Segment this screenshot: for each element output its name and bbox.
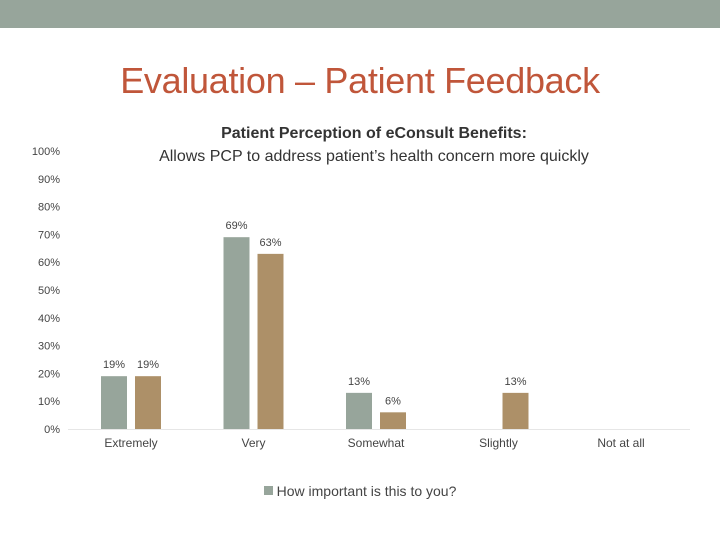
y-tick-label: 50% [38, 285, 60, 297]
data-label: 69% [225, 220, 247, 232]
data-label: 13% [348, 376, 370, 388]
x-category-label: Not at all [597, 436, 644, 450]
chart-title: Patient Perception of eConsult Benefits:… [100, 122, 648, 168]
bar [223, 237, 250, 429]
x-category-label: Slightly [479, 436, 518, 450]
data-label: 63% [259, 237, 281, 249]
data-label: 19% [103, 359, 125, 371]
y-tick-label: 10% [38, 396, 60, 408]
y-tick-label: 30% [38, 341, 60, 353]
y-tick-label: 40% [38, 313, 60, 325]
bar [502, 392, 529, 429]
bar [257, 253, 284, 429]
y-tick-label: 80% [38, 202, 60, 214]
bar [101, 376, 127, 429]
x-category-label: Somewhat [348, 436, 405, 450]
chart-title-line1: Patient Perception of eConsult Benefits: [221, 125, 527, 142]
bar [135, 376, 161, 429]
slide-title: Evaluation – Patient Feedback [120, 60, 600, 101]
top-band [0, 0, 720, 28]
data-label: 6% [385, 395, 401, 407]
bar [346, 392, 372, 429]
data-label: 19% [137, 359, 159, 371]
y-tick-label: 90% [38, 174, 60, 186]
legend-swatch [263, 486, 273, 495]
x-category-label: Very [241, 436, 265, 450]
y-tick-label: 0% [44, 424, 60, 436]
legend: How important is this to you? [0, 483, 720, 499]
y-tick-label: 100% [32, 146, 60, 158]
x-category-label: Extremely [104, 436, 157, 450]
y-tick-label: 20% [38, 368, 60, 380]
data-label: 13% [504, 376, 526, 388]
bar [380, 412, 406, 429]
y-tick-label: 60% [38, 257, 60, 269]
chart-title-line2: Allows PCP to address patient’s health c… [159, 148, 589, 165]
legend-label: How important is this to you? [276, 483, 457, 499]
y-tick-label: 70% [38, 229, 60, 241]
